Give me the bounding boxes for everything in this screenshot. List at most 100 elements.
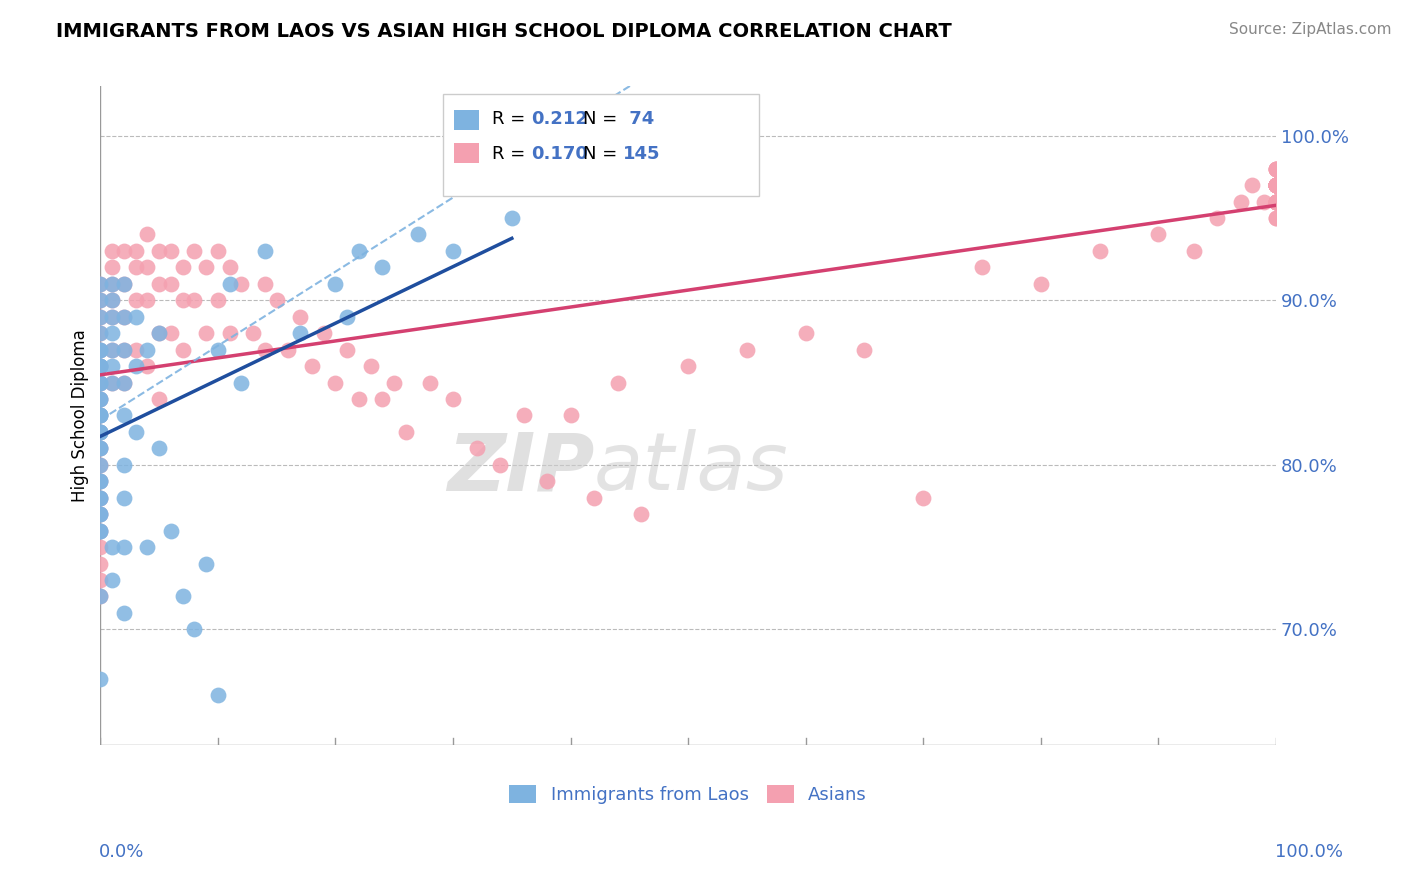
Point xyxy=(1265,178,1288,193)
Point xyxy=(101,376,124,390)
Point xyxy=(112,277,135,291)
Point xyxy=(124,310,146,324)
Point xyxy=(1229,194,1251,209)
Point xyxy=(195,260,218,275)
Point xyxy=(195,557,218,571)
Point xyxy=(253,244,276,258)
Point xyxy=(1265,194,1288,209)
Point xyxy=(136,359,159,373)
Point xyxy=(512,409,534,423)
Point xyxy=(1265,178,1288,193)
Point xyxy=(794,326,817,341)
Point xyxy=(1265,178,1288,193)
Point xyxy=(124,343,146,357)
Point xyxy=(1265,178,1288,193)
Point xyxy=(89,491,111,505)
Point xyxy=(853,343,876,357)
Point xyxy=(1265,178,1288,193)
Point xyxy=(253,277,276,291)
Point xyxy=(1265,178,1288,193)
Point xyxy=(1265,178,1288,193)
Point xyxy=(89,672,111,686)
Point xyxy=(266,293,288,308)
Point xyxy=(1265,178,1288,193)
Point xyxy=(124,293,146,308)
Point xyxy=(1265,194,1288,209)
Point xyxy=(101,293,124,308)
Point xyxy=(253,343,276,357)
Point xyxy=(112,310,135,324)
Text: 145: 145 xyxy=(623,145,661,163)
Point xyxy=(336,310,359,324)
Point xyxy=(89,310,111,324)
Point xyxy=(1265,178,1288,193)
Point xyxy=(1265,194,1288,209)
Point xyxy=(89,475,111,489)
Point xyxy=(183,244,205,258)
Point xyxy=(136,343,159,357)
Point xyxy=(207,244,229,258)
Point xyxy=(89,425,111,439)
Point xyxy=(218,260,240,275)
Point xyxy=(101,244,124,258)
Point xyxy=(172,343,194,357)
Point xyxy=(89,442,111,456)
Point xyxy=(676,359,699,373)
Point xyxy=(1265,194,1288,209)
Point xyxy=(89,458,111,472)
Point xyxy=(1147,227,1170,242)
Point xyxy=(1265,178,1288,193)
Point xyxy=(1088,244,1111,258)
Point xyxy=(124,244,146,258)
Point xyxy=(1265,178,1288,193)
Point xyxy=(112,606,135,620)
Point xyxy=(124,359,146,373)
Point xyxy=(101,310,124,324)
Point xyxy=(1265,161,1288,176)
Point xyxy=(136,260,159,275)
Point xyxy=(172,260,194,275)
Point xyxy=(312,326,335,341)
Point xyxy=(101,277,124,291)
Point xyxy=(1265,178,1288,193)
Point xyxy=(1265,178,1288,193)
Point xyxy=(89,343,111,357)
Point xyxy=(1265,178,1288,193)
Point xyxy=(1265,161,1288,176)
Point xyxy=(1253,194,1275,209)
Point xyxy=(1265,178,1288,193)
Point xyxy=(1265,178,1288,193)
Point xyxy=(89,376,111,390)
Point xyxy=(124,425,146,439)
Point xyxy=(1265,178,1288,193)
Point xyxy=(89,524,111,538)
Point xyxy=(1265,178,1288,193)
Point xyxy=(89,359,111,373)
Point xyxy=(325,376,347,390)
Point xyxy=(112,409,135,423)
Point xyxy=(1265,211,1288,225)
Legend: Immigrants from Laos, Asians: Immigrants from Laos, Asians xyxy=(502,778,875,811)
Point xyxy=(89,326,111,341)
Point xyxy=(89,343,111,357)
Point xyxy=(441,392,464,406)
Point xyxy=(536,475,558,489)
Point xyxy=(172,293,194,308)
Point xyxy=(101,260,124,275)
Point xyxy=(231,376,253,390)
Point xyxy=(112,310,135,324)
Point xyxy=(1206,211,1229,225)
Point xyxy=(89,392,111,406)
Point xyxy=(112,376,135,390)
Point xyxy=(160,244,183,258)
Point xyxy=(1265,161,1288,176)
Point xyxy=(89,524,111,538)
Point xyxy=(441,244,464,258)
Point xyxy=(89,458,111,472)
Point xyxy=(172,590,194,604)
Point xyxy=(371,392,394,406)
Point xyxy=(1265,194,1288,209)
Text: 0.0%: 0.0% xyxy=(98,843,143,861)
Point xyxy=(148,277,170,291)
Point xyxy=(89,442,111,456)
